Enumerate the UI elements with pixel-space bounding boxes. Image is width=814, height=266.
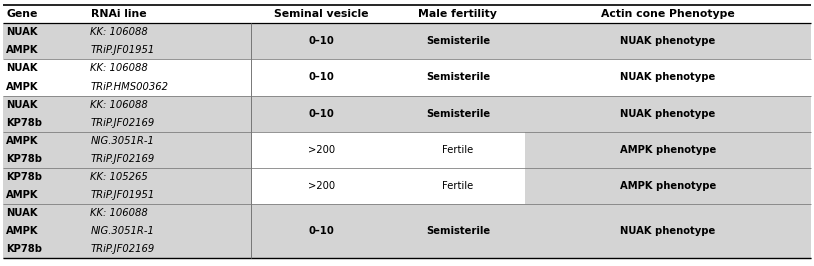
Text: NUAK: NUAK bbox=[6, 99, 37, 110]
Text: NUAK phenotype: NUAK phenotype bbox=[620, 73, 716, 82]
Text: 0–10: 0–10 bbox=[309, 73, 335, 82]
Text: KK: 106088: KK: 106088 bbox=[90, 208, 148, 218]
Text: KP78b: KP78b bbox=[6, 118, 42, 128]
Text: >200: >200 bbox=[308, 145, 335, 155]
Text: KK: 106088: KK: 106088 bbox=[90, 99, 148, 110]
Text: Semisterile: Semisterile bbox=[426, 73, 490, 82]
Text: Actin cone Phenotype: Actin cone Phenotype bbox=[601, 9, 735, 19]
Text: NUAK: NUAK bbox=[6, 208, 37, 218]
Text: NUAK phenotype: NUAK phenotype bbox=[620, 226, 716, 236]
Text: AMPK: AMPK bbox=[6, 226, 38, 236]
Bar bbox=[3, 168, 252, 204]
Text: NIG.3051R-1: NIG.3051R-1 bbox=[90, 226, 154, 236]
Bar bbox=[3, 132, 252, 168]
Text: TRiP.HMS00362: TRiP.HMS00362 bbox=[90, 81, 168, 92]
Text: RNAi line: RNAi line bbox=[91, 9, 147, 19]
Text: TRiP.JF02169: TRiP.JF02169 bbox=[90, 118, 155, 128]
Text: Semisterile: Semisterile bbox=[426, 109, 490, 119]
Text: KK: 106088: KK: 106088 bbox=[90, 64, 148, 73]
Text: NIG.3051R-1: NIG.3051R-1 bbox=[90, 136, 154, 146]
Text: Fertile: Fertile bbox=[442, 145, 474, 155]
Text: Gene: Gene bbox=[7, 9, 38, 19]
Text: Male fertility: Male fertility bbox=[418, 9, 497, 19]
Text: NUAK: NUAK bbox=[6, 27, 37, 38]
Text: AMPK: AMPK bbox=[6, 136, 38, 146]
Text: Semisterile: Semisterile bbox=[426, 226, 490, 236]
Text: NUAK phenotype: NUAK phenotype bbox=[620, 36, 716, 46]
Text: Fertile: Fertile bbox=[442, 181, 474, 191]
Text: 0–10: 0–10 bbox=[309, 36, 335, 46]
Text: TRiP.JF02169: TRiP.JF02169 bbox=[90, 244, 155, 254]
Bar bbox=[3, 95, 811, 132]
Text: KK: 105265: KK: 105265 bbox=[90, 172, 148, 182]
Text: TRiP.JF01951: TRiP.JF01951 bbox=[90, 45, 155, 55]
Text: NUAK: NUAK bbox=[6, 64, 37, 73]
Text: AMPK phenotype: AMPK phenotype bbox=[619, 145, 716, 155]
Bar bbox=[252, 168, 525, 204]
Text: TRiP.JF01951: TRiP.JF01951 bbox=[90, 190, 155, 200]
Text: AMPK: AMPK bbox=[6, 190, 38, 200]
Text: NUAK phenotype: NUAK phenotype bbox=[620, 109, 716, 119]
Text: KK: 106088: KK: 106088 bbox=[90, 27, 148, 38]
Bar bbox=[3, 204, 811, 258]
Bar bbox=[3, 59, 811, 95]
Bar bbox=[525, 132, 811, 168]
Text: Seminal vesicle: Seminal vesicle bbox=[274, 9, 369, 19]
Bar bbox=[252, 132, 525, 168]
Text: TRiP.JF02169: TRiP.JF02169 bbox=[90, 154, 155, 164]
Text: Semisterile: Semisterile bbox=[426, 36, 490, 46]
Bar bbox=[3, 5, 811, 23]
Text: AMPK phenotype: AMPK phenotype bbox=[619, 181, 716, 191]
Text: KP78b: KP78b bbox=[6, 244, 42, 254]
Bar bbox=[3, 23, 811, 59]
Text: 0–10: 0–10 bbox=[309, 226, 335, 236]
Text: >200: >200 bbox=[308, 181, 335, 191]
Text: KP78b: KP78b bbox=[6, 154, 42, 164]
Bar bbox=[525, 168, 811, 204]
Text: AMPK: AMPK bbox=[6, 81, 38, 92]
Text: 0–10: 0–10 bbox=[309, 109, 335, 119]
Text: AMPK: AMPK bbox=[6, 45, 38, 55]
Text: KP78b: KP78b bbox=[6, 172, 42, 182]
